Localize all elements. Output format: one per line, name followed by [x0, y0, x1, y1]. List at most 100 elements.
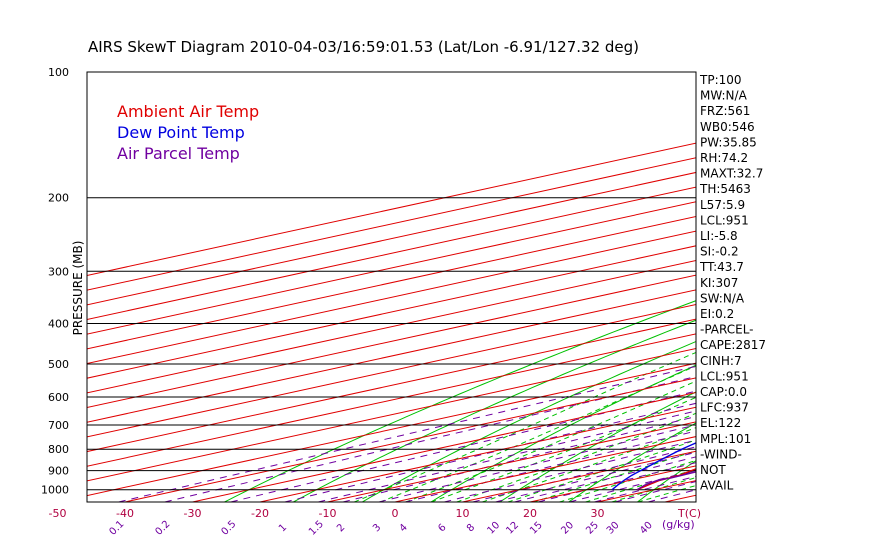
mixing-ratio-tick-label: 20: [559, 520, 576, 537]
pressure-tick-label: 100: [48, 66, 69, 79]
isotherm-line: [124, 377, 696, 502]
index-item: PW:35.85: [700, 135, 757, 149]
bottom-temp-tick-label: -20: [251, 507, 269, 520]
isotherm-line: [87, 142, 696, 276]
dry-adiabat-line: [224, 300, 696, 502]
pressure-tick-label: 200: [48, 192, 69, 205]
moist-adiabat-line: [456, 412, 696, 502]
mixing-ratio-tick-label: 4: [398, 522, 410, 534]
index-item: -WIND-: [700, 447, 742, 461]
index-item: CINH:7: [700, 354, 742, 368]
y-axis-label: PRESSURE (MB): [71, 241, 85, 336]
mixing-ratio-tick-label: 1: [277, 522, 289, 534]
bottom-temp-tick-label: 20: [523, 507, 537, 520]
pressure-tick-label: 800: [48, 443, 69, 456]
mixing-ratio-line: [444, 439, 696, 502]
moist-adiabat-line: [430, 396, 696, 502]
mixing-ratio-line: [378, 424, 696, 502]
mixing-ratio-line: [569, 469, 696, 502]
mixing-ratio-tick-label: 3: [371, 522, 383, 534]
pressure-tick-label: 1000: [41, 484, 69, 497]
bottom-temp-tick-label: 30: [591, 507, 605, 520]
pressure-tick-label: 500: [48, 358, 69, 371]
isotherm-line: [87, 245, 696, 379]
mixing-ratio-tick-label: 12: [504, 520, 521, 537]
dew-point-line: [611, 442, 696, 491]
mixing-ratio-line: [594, 475, 696, 502]
isotherm-line: [87, 274, 696, 409]
index-item: CAP:0.0: [700, 385, 747, 399]
index-item: LCL:951: [700, 369, 749, 383]
isotherm-line: [394, 436, 696, 502]
plot-frame: [86, 71, 697, 503]
index-item: LCL:951: [700, 213, 749, 227]
pressure-tick-label: 600: [48, 391, 69, 404]
mixing-ratio-grid: [118, 365, 696, 502]
isotherm-line: [87, 348, 696, 482]
isotherm-line: [192, 392, 696, 502]
mixing-ratio-tick-label: 0.5: [219, 519, 238, 538]
mixing-ratio-tick-label: 10: [485, 520, 502, 537]
isotherm-line: [462, 450, 696, 502]
index-item: SW:N/A: [700, 291, 745, 305]
chart-title: AIRS SkewT Diagram 2010-04-03/16:59:01.5…: [88, 38, 639, 56]
bottom-temp-tick-label: -50: [49, 507, 67, 520]
isotherm-line: [327, 421, 696, 502]
mixing-ratio-tick-label: 40: [638, 520, 655, 537]
index-item: AVAIL: [700, 479, 734, 493]
legend-air-parcel-temp: Air Parcel Temp: [117, 144, 240, 163]
mixing-ratio-label: (g/kg): [662, 518, 695, 531]
dry-adiabat-line: [293, 319, 696, 502]
isotherm-line: [87, 215, 696, 350]
mixing-ratio-line: [118, 365, 696, 502]
profile-series: [611, 442, 696, 491]
adiabat-grid: [224, 72, 870, 502]
pressure-tick-label: 400: [48, 317, 69, 330]
mixing-ratio-tick-label: 8: [465, 522, 477, 534]
isotherm-line: [87, 318, 696, 453]
index-item: EL:122: [700, 416, 741, 430]
bottom-temp-tick-label: 0: [392, 507, 399, 520]
moist-adiabat-line: [482, 427, 696, 502]
mixing-ratio-tick-label: 2: [335, 522, 347, 534]
isotherm-line: [87, 171, 696, 306]
isotherm-line: [87, 157, 696, 291]
dry-adiabat-line: [568, 422, 696, 502]
index-item: -PARCEL-: [700, 323, 754, 337]
bottom-temp-tick-label: -30: [184, 507, 202, 520]
bottom-temp-tick-label: -40: [116, 507, 134, 520]
x-axis-label: T(C): [677, 507, 701, 520]
isotherm-line: [87, 186, 696, 321]
dry-adiabat-line: [637, 460, 696, 502]
mixing-ratio-tick-label: 1.5: [307, 519, 326, 538]
index-item: TP:100: [699, 73, 742, 87]
bottom-temp-tick-label: -10: [319, 507, 337, 520]
index-item: FRZ:561: [700, 104, 750, 118]
index-item: MW:N/A: [700, 89, 748, 103]
moist-adiabat-line: [354, 351, 696, 502]
index-item: WB0:546: [700, 120, 755, 134]
dry-adiabat-line: [361, 340, 696, 502]
mixing-ratio-line: [284, 402, 696, 502]
mixing-ratio-line: [614, 480, 696, 502]
mixing-ratio-line: [318, 410, 696, 502]
mixing-ratio-tick-label: 0.1: [107, 519, 126, 538]
mixing-ratio-tick-label: 30: [605, 520, 622, 537]
legend: Ambient Air Temp Dew Point Temp Air Parc…: [117, 102, 259, 163]
isotherm-line: [259, 406, 696, 502]
dry-adiabat-line: [430, 364, 696, 502]
mixing-ratio-line: [230, 390, 696, 502]
mixing-ratio-line: [495, 451, 696, 502]
index-item: MAXT:32.7: [700, 167, 763, 181]
index-item: CAPE:2817: [700, 338, 766, 352]
index-item: LI:-5.8: [700, 229, 738, 243]
dry-adiabat-line: [775, 72, 870, 502]
mixing-ratio-line: [514, 456, 696, 502]
legend-dew-point-temp: Dew Point Temp: [117, 123, 245, 142]
index-item: EI:0.2: [700, 307, 734, 321]
index-item: KI:307: [700, 276, 738, 290]
isotherm-grid: [87, 142, 696, 502]
bottom-temp-tick-label: 10: [456, 507, 470, 520]
index-item: TT:43.7: [699, 260, 744, 274]
